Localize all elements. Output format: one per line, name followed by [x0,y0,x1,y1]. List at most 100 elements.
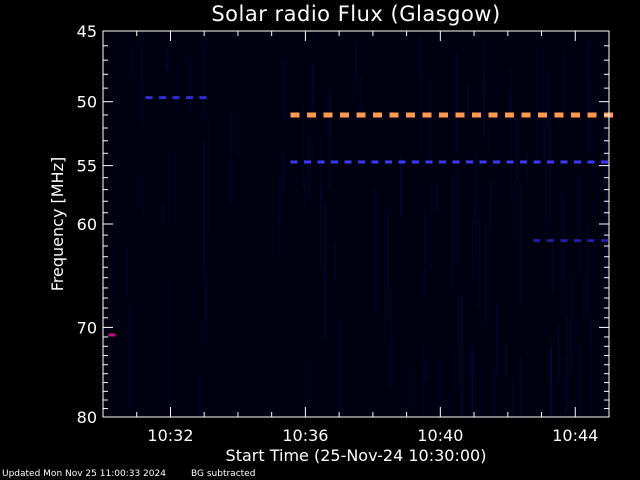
noise-streak [557,323,560,385]
noise-streak [302,97,305,189]
noise-streak [423,341,425,417]
noise-streak [306,354,309,417]
noise-streak [457,169,459,263]
y-tick-label: 70 [77,318,97,337]
noise-streak [582,280,584,322]
band-segment-band-49 [145,96,153,100]
noise-streak [549,172,551,221]
noise-streak [230,110,232,205]
band-segment-strong-band [587,112,597,118]
noise-streak [303,179,306,207]
noise-streak [390,287,392,388]
band-segment-band-54 [479,160,487,164]
band-segment-band-61 [587,239,595,243]
band-segment-band-61 [560,239,568,243]
noise-streak [103,358,105,414]
band-segment-band-54 [398,160,406,164]
noise-streak [516,117,518,183]
noise-streak [514,116,516,245]
band-segment-band-54 [520,160,527,164]
band-segment-band-54 [439,160,446,164]
noise-streak [174,146,177,224]
band-segment-band-54 [385,160,392,164]
noise-streak [162,205,165,226]
band-segment-strong-band [356,112,366,118]
noise-streak [439,360,441,417]
band-segment-band-54 [344,160,352,164]
band-segment-band-54 [506,160,514,164]
noise-streak [607,109,609,206]
band-segment-strong-band [554,112,564,118]
footer-updated: Updated Mon Nov 25 11:00:33 2024 [2,469,166,479]
noise-streak [496,303,498,376]
chart-title: Solar radio Flux (Glasgow) [211,2,501,26]
noise-streak [424,214,426,296]
noise-streak [490,180,492,231]
noise-streak [551,229,554,293]
noise-streak [605,181,608,283]
x-tick-label: 10:32 [147,426,193,445]
noise-streak [319,136,322,269]
noise-streak [166,49,168,70]
feature-layer [108,96,613,337]
noise-streak [586,51,588,81]
noise-streak [492,373,495,417]
noise-streak [169,275,171,404]
noise-streak [456,50,458,153]
noise-streak [400,155,402,216]
band-segment-strong-band [290,112,300,118]
band-segment-strong-band [422,112,432,118]
y-tick-label: 55 [77,157,97,176]
noise-streak [207,115,210,232]
noise-streak [590,316,592,416]
noise-streak [469,350,471,376]
y-tick-label: 60 [77,215,97,234]
y-tick-label: 45 [77,22,97,41]
noise-streak [566,315,568,413]
band-segment-band-49 [159,96,166,100]
band-segment-band-54 [493,160,500,164]
noise-streak [203,142,205,281]
noise-streak [142,175,144,215]
noise-streak [452,175,454,291]
noise-layer [103,31,609,417]
noise-streak [237,110,240,156]
noise-streak [505,343,507,377]
band-segment-strong-band [472,112,481,118]
footer-bg-note: BG subtracted [191,469,256,479]
band-segment-strong-band [538,112,547,118]
noise-streak [143,69,146,100]
band-segment-band-61 [573,239,581,243]
noise-streak [203,41,205,118]
noise-streak [279,175,281,256]
band-segment-band-54 [358,160,365,164]
noise-streak [430,184,432,270]
band-segment-band-54 [290,160,298,164]
noise-streak [453,350,456,392]
band-segment-band-54 [331,160,338,164]
noise-streak [386,212,389,283]
noise-streak [482,40,485,97]
noise-streak [561,194,564,318]
band-segment-strong-band [373,112,382,118]
noise-streak [578,172,580,278]
band-segment-band-54 [533,160,541,164]
axes-layer: 10:32 10:36 10:40 10:44 45 50 55 60 70 80 [77,22,609,445]
band-segment-band-54 [317,160,325,164]
noise-streak [488,129,490,151]
band-segment-band-49 [186,96,193,100]
noise-streak [205,271,207,321]
band-segment-band-54 [560,160,568,164]
band-segment-strong-band [389,112,399,118]
band-segment-strong-band [323,112,333,118]
noise-streak [374,188,376,314]
noise-streak [485,224,487,327]
noise-streak [519,182,521,307]
y-tick-label: 80 [77,408,97,427]
band-segment-band-54 [412,160,419,164]
band-segment-strong-band [488,112,498,118]
noise-streak [129,304,131,409]
noise-streak [586,226,588,317]
x-tick-label: 10:44 [552,426,598,445]
